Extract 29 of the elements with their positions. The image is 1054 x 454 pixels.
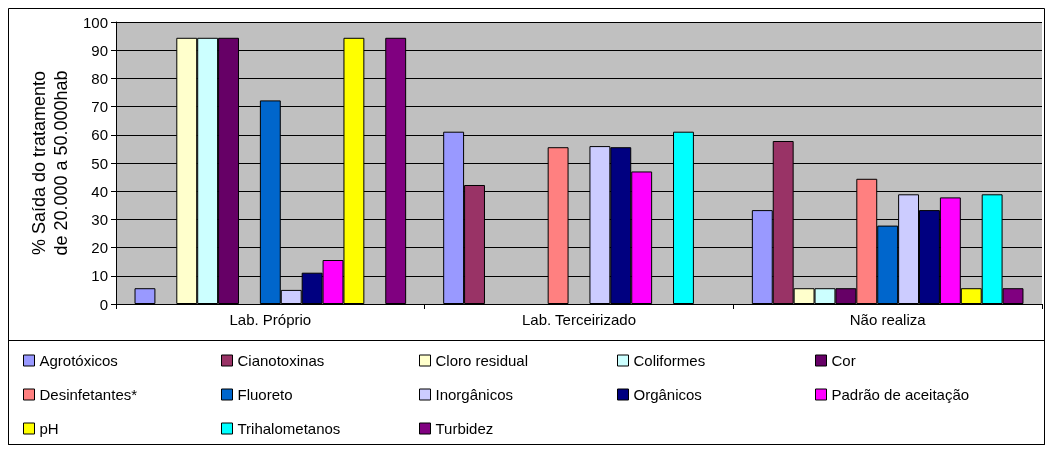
y-tick-label: 0 xyxy=(99,295,108,313)
y-tick-label: 90 xyxy=(91,41,108,59)
legend-label: Fluoreto xyxy=(237,386,293,403)
legend-label: Orgânicos xyxy=(633,386,702,403)
y-tick-label: 50 xyxy=(91,154,108,172)
x-tick-label: Lab. Terceirizado xyxy=(522,311,636,328)
y-tick-label: 40 xyxy=(91,182,108,200)
x-tick-label: Não realiza xyxy=(849,311,927,328)
y-tick-label: 30 xyxy=(91,210,108,228)
y-tick-label: 20 xyxy=(91,239,108,257)
legend-label: Inorgânicos xyxy=(435,386,514,403)
legend-label: Desinfetantes* xyxy=(39,386,138,403)
y-axis-title: % Saída do tratamento de 20.000 a 50.000hab xyxy=(29,70,72,256)
y-tick-label: 100 xyxy=(82,13,108,31)
legend-label: Padrão de aceitação xyxy=(831,386,970,403)
y-tick-label: 60 xyxy=(91,126,108,144)
legend-label: Cianotoxinas xyxy=(237,352,325,369)
legend-label: Coliformes xyxy=(633,352,706,369)
legend-label: Cor xyxy=(831,352,856,369)
y-tick-label: 10 xyxy=(91,267,108,285)
x-tick-label: Lab. Próprio xyxy=(229,311,312,328)
legend-label: Cloro residual xyxy=(435,352,529,369)
y-tick-label: 80 xyxy=(91,69,108,87)
legend-label: Trihalometanos xyxy=(237,420,341,437)
bar xyxy=(134,288,156,304)
legend-label: Turbidez xyxy=(435,420,494,437)
y-tick-label: 70 xyxy=(91,98,108,116)
legend-label: Agrotóxicos xyxy=(39,352,118,369)
legend-label: pH xyxy=(39,420,59,437)
